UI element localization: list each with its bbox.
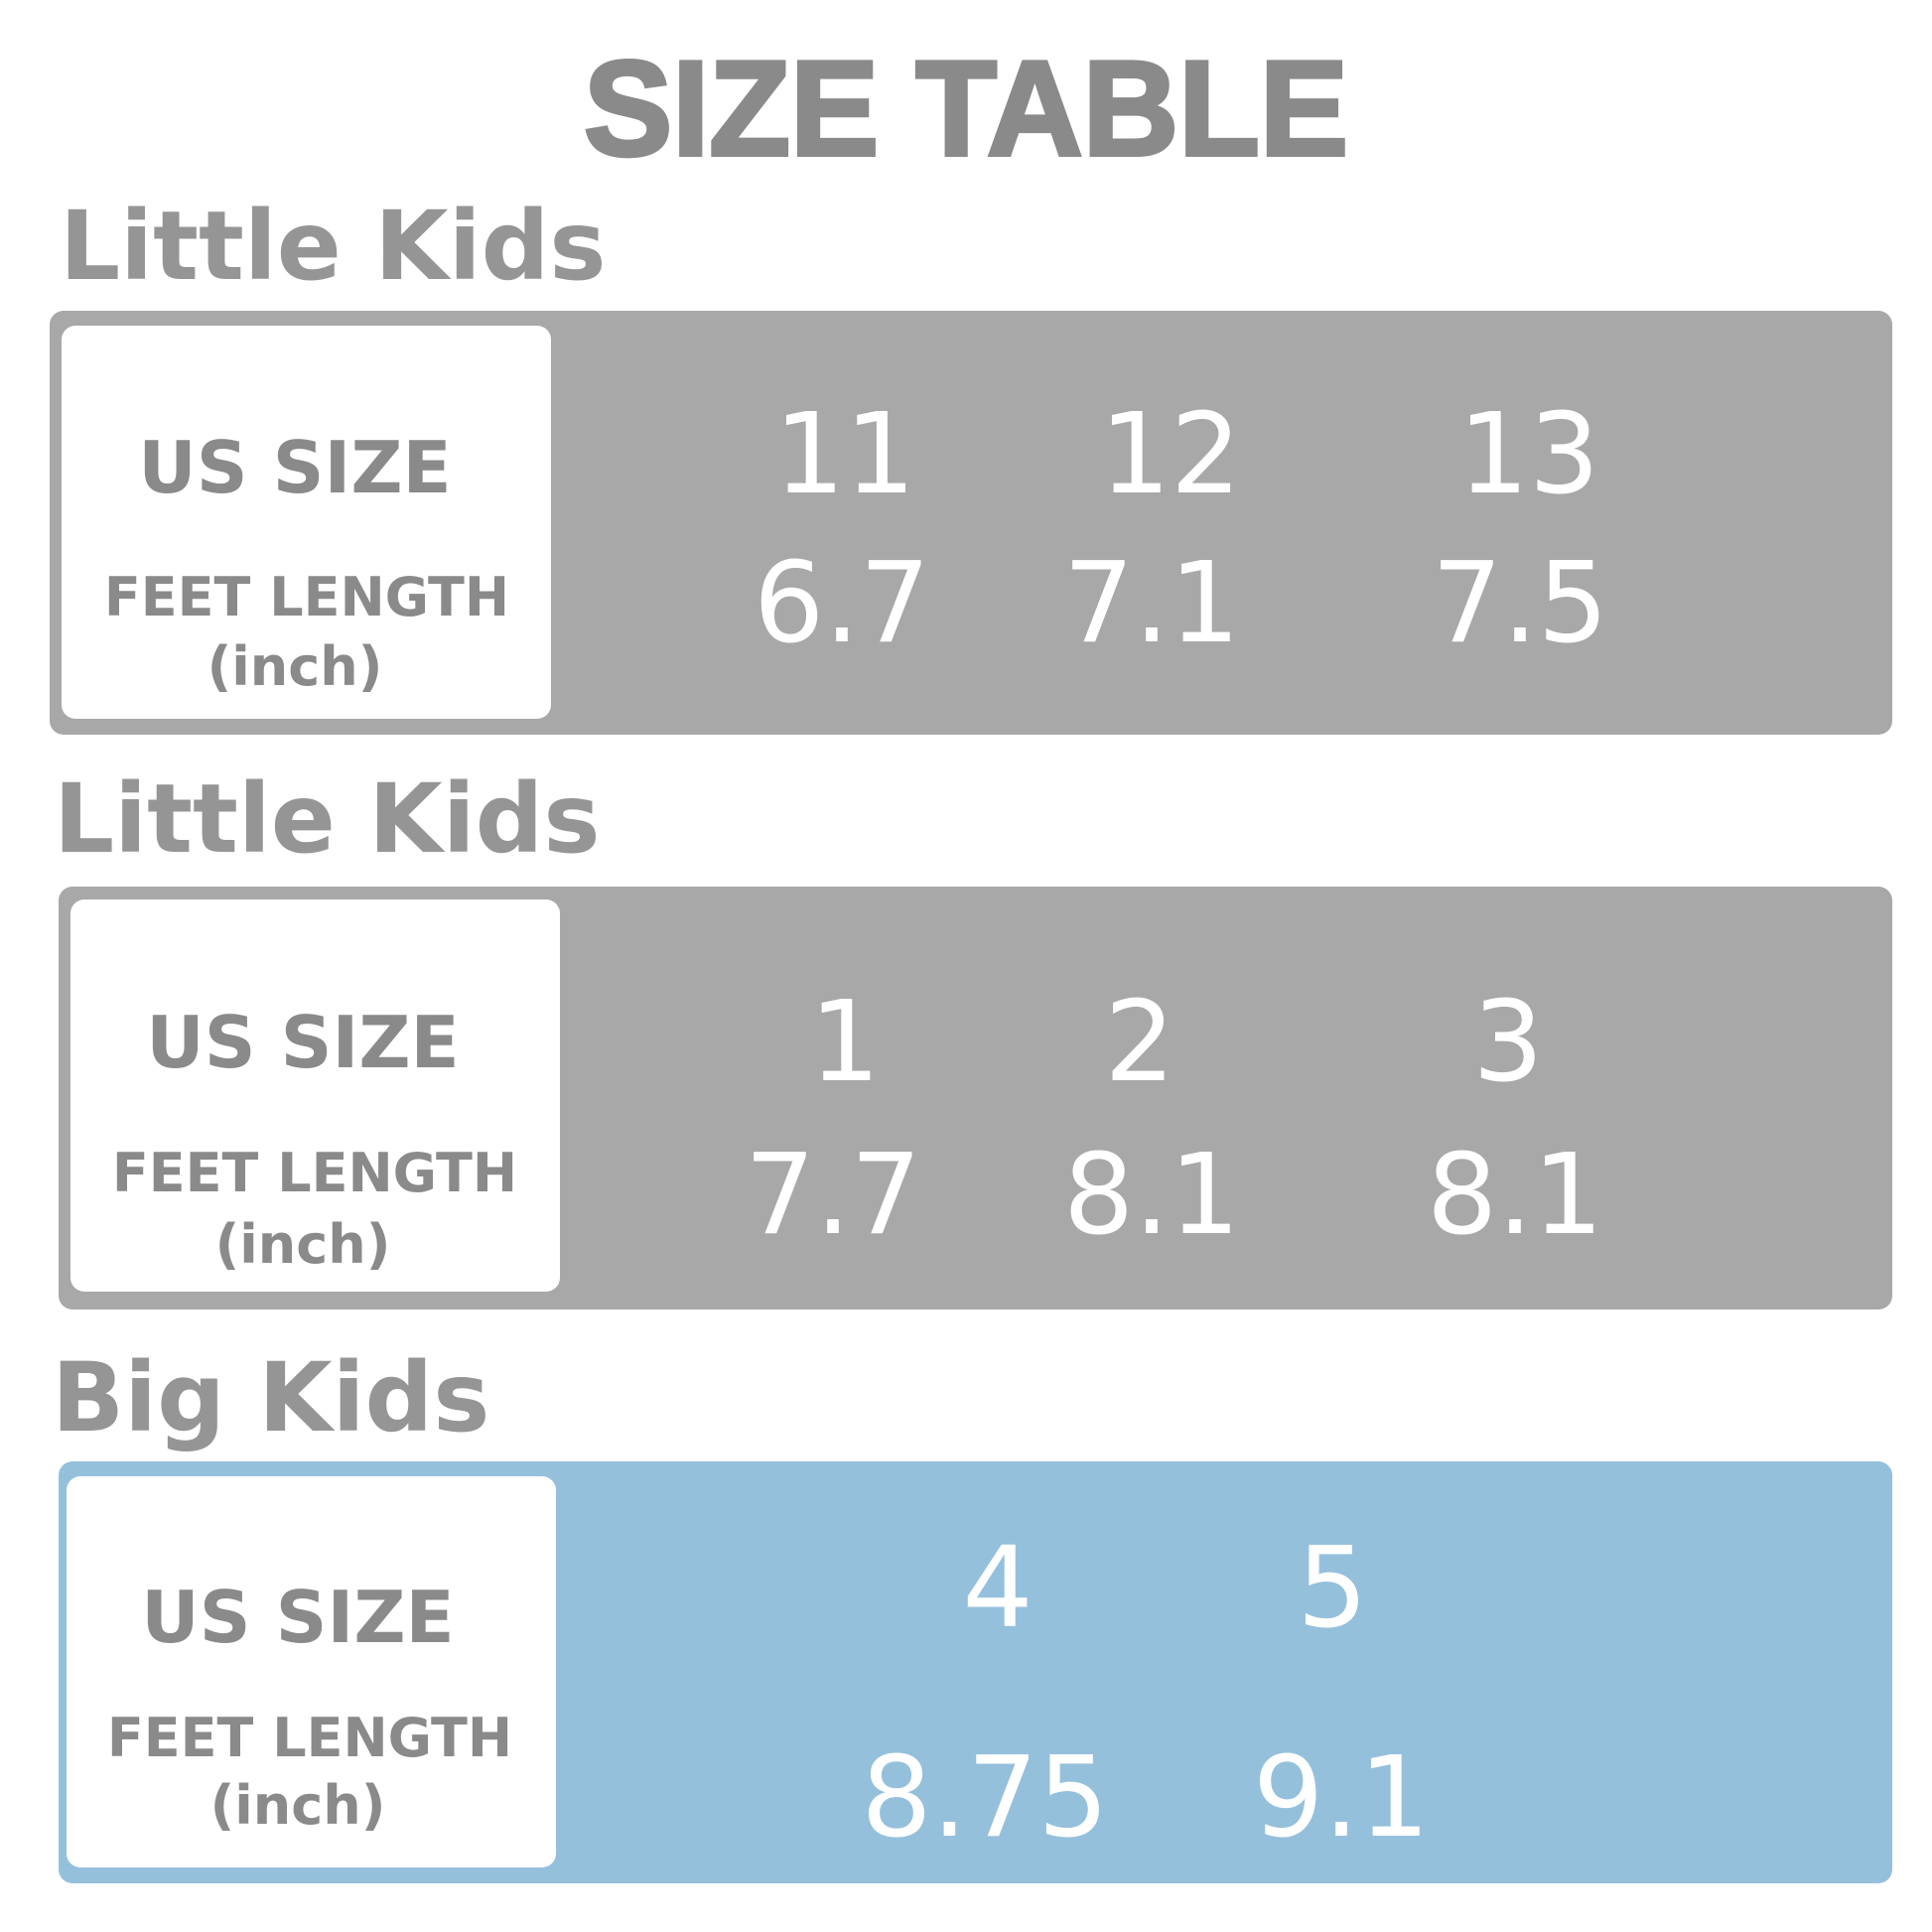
- feet-length-value: 9.1: [1253, 1733, 1430, 1863]
- label-panel: [62, 326, 551, 719]
- us-size-value: 4: [962, 1524, 1033, 1653]
- us-size-value: 11: [774, 390, 916, 519]
- us-size-value: 13: [1458, 390, 1600, 519]
- label-panel: [67, 1476, 556, 1867]
- unit-label: (inch): [210, 1774, 386, 1837]
- us-size-value: 1: [809, 978, 880, 1107]
- feet-length-value: 8.75: [861, 1733, 1108, 1863]
- feet-length-value: 7.1: [1063, 539, 1240, 668]
- feet-length-value: 8.1: [1427, 1131, 1603, 1260]
- feet-length-value: 6.7: [754, 539, 930, 668]
- unit-label: (inch): [207, 635, 383, 698]
- unit-label: (inch): [215, 1213, 391, 1276]
- us-size-label: US SIZE: [141, 1576, 454, 1659]
- feet-length-label: FEET LENGTH: [104, 566, 509, 628]
- section-heading: Big Kids: [52, 1342, 489, 1453]
- feet-length-value: 7.5: [1432, 539, 1608, 668]
- us-size-value: 2: [1104, 978, 1174, 1107]
- feet-length-label: FEET LENGTH: [112, 1142, 517, 1204]
- label-panel: [70, 899, 560, 1292]
- feet-length-value: 8.1: [1063, 1131, 1240, 1260]
- us-size-value: 3: [1472, 978, 1543, 1107]
- feet-length-value: 7.7: [745, 1131, 921, 1260]
- us-size-value: 12: [1100, 390, 1242, 519]
- us-size-label: US SIZE: [138, 426, 451, 509]
- section-heading: Little Kids: [60, 191, 606, 302]
- us-size-value: 5: [1297, 1524, 1367, 1653]
- page-title: SIZE TABLE: [584, 33, 1348, 184]
- us-size-label: US SIZE: [146, 1001, 459, 1084]
- section-heading: Little Kids: [54, 763, 600, 875]
- feet-length-label: FEET LENGTH: [107, 1707, 512, 1769]
